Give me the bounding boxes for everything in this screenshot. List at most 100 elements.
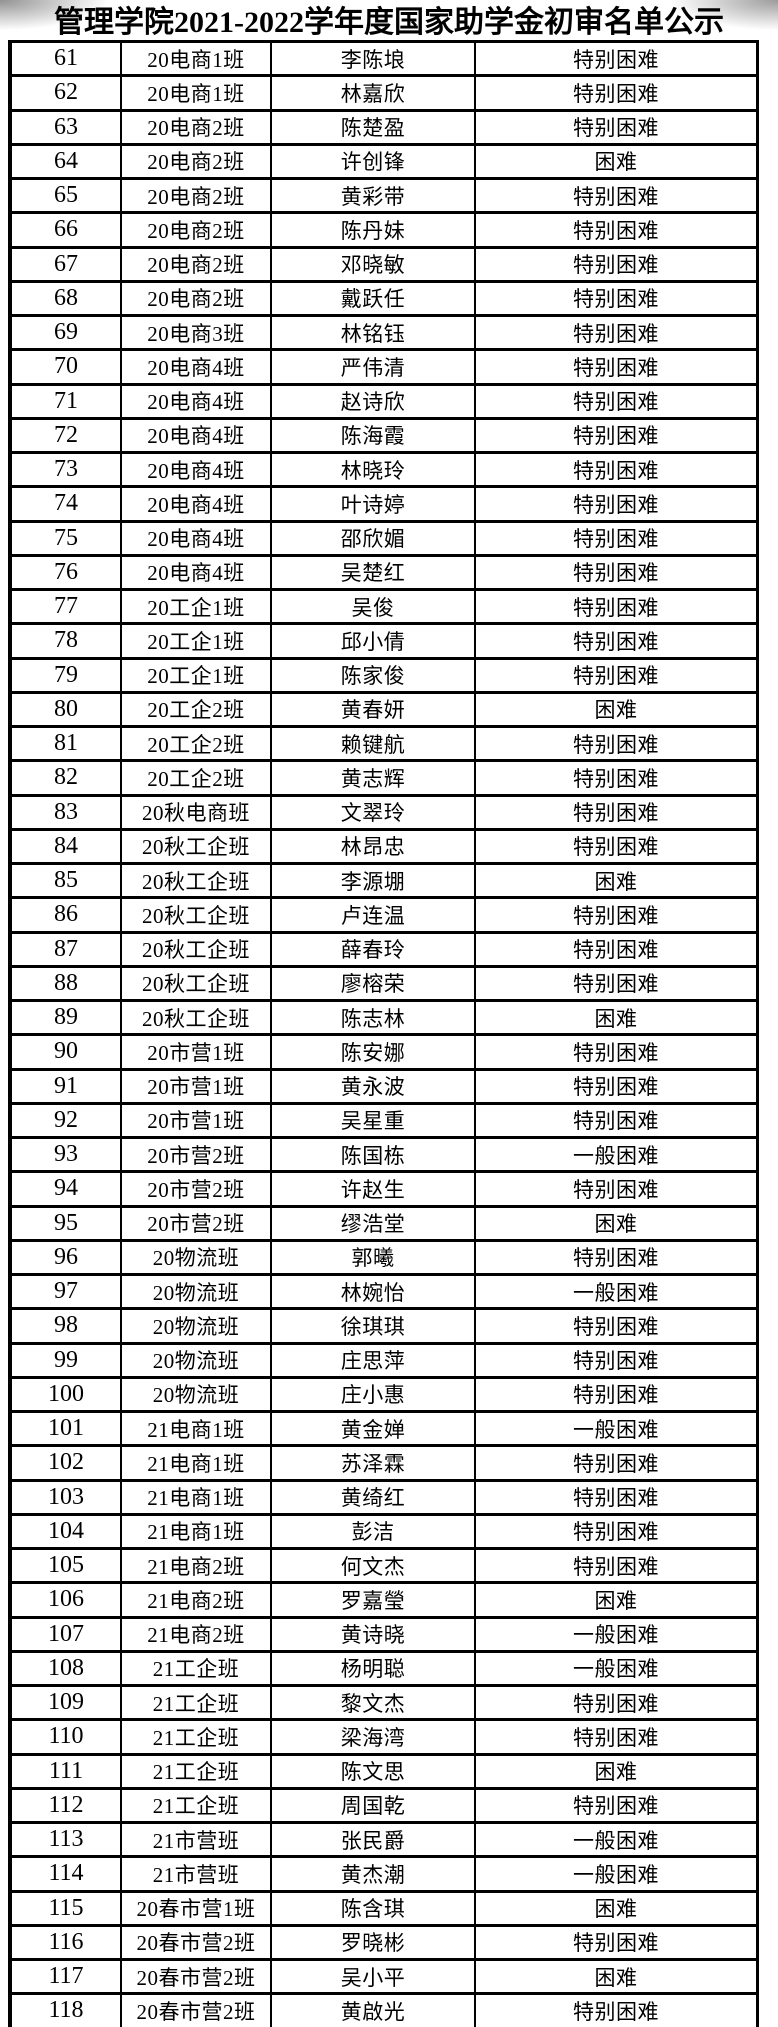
row-number-cell: 82 (12, 762, 122, 797)
difficulty-level-cell: 困难 (476, 693, 756, 728)
difficulty-level-cell: 特别困难 (476, 419, 756, 454)
row-number-cell: 62 (12, 77, 122, 112)
class-cell: 21电商2班 (122, 1618, 272, 1653)
difficulty-level-cell: 困难 (476, 1961, 756, 1996)
difficulty-level-cell: 一般困难 (476, 1276, 756, 1311)
student-name-cell: 罗晓彬 (272, 1926, 476, 1961)
student-name-cell: 黄春妍 (272, 693, 476, 728)
student-name-cell: 赖键航 (272, 728, 476, 763)
difficulty-level-cell: 困难 (476, 1755, 756, 1790)
difficulty-level-cell: 特别困难 (476, 77, 756, 112)
difficulty-level-cell: 一般困难 (476, 1858, 756, 1893)
student-name-cell: 彭洁 (272, 1515, 476, 1550)
student-name-cell: 廖榕荣 (272, 967, 476, 1002)
row-number-cell: 93 (12, 1139, 122, 1174)
row-number-cell: 100 (12, 1378, 122, 1413)
student-name-cell: 陈家俊 (272, 659, 476, 694)
class-cell: 20秋工企班 (122, 865, 272, 900)
row-number-cell: 66 (12, 214, 122, 249)
difficulty-level-cell: 特别困难 (476, 1378, 756, 1413)
class-cell: 20电商4班 (122, 454, 272, 489)
row-number-cell: 108 (12, 1652, 122, 1687)
class-cell: 20电商4班 (122, 556, 272, 591)
class-cell: 20秋工企班 (122, 899, 272, 934)
row-number-cell: 71 (12, 385, 122, 420)
difficulty-level-cell: 特别困难 (476, 282, 756, 317)
class-cell: 20电商2班 (122, 180, 272, 215)
student-name-cell: 黄啟光 (272, 1995, 476, 2027)
row-number-cell: 97 (12, 1276, 122, 1311)
row-number-cell: 118 (12, 1995, 122, 2027)
class-cell: 20物流班 (122, 1344, 272, 1379)
student-name-cell: 李陈埌 (272, 43, 476, 78)
row-number-cell: 86 (12, 899, 122, 934)
class-cell: 20电商1班 (122, 43, 272, 78)
row-number-cell: 81 (12, 728, 122, 763)
row-number-cell: 104 (12, 1515, 122, 1550)
class-cell: 21电商2班 (122, 1550, 272, 1585)
row-number-cell: 87 (12, 933, 122, 968)
student-name-cell: 陈志林 (272, 1002, 476, 1037)
class-cell: 20物流班 (122, 1310, 272, 1345)
class-cell: 20春市营2班 (122, 1961, 272, 1996)
student-name-cell: 苏泽霖 (272, 1447, 476, 1482)
student-name-cell: 庄思萍 (272, 1344, 476, 1379)
row-number-cell: 76 (12, 556, 122, 591)
row-number-cell: 115 (12, 1892, 122, 1927)
student-name-cell: 叶诗婷 (272, 488, 476, 523)
row-number-cell: 73 (12, 454, 122, 489)
class-cell: 20电商2班 (122, 248, 272, 283)
student-name-cell: 吴楚红 (272, 556, 476, 591)
row-number-cell: 72 (12, 419, 122, 454)
row-number-cell: 80 (12, 693, 122, 728)
class-cell: 20工企2班 (122, 728, 272, 763)
class-cell: 20电商2班 (122, 145, 272, 180)
row-number-cell: 105 (12, 1550, 122, 1585)
student-name-cell: 徐琪琪 (272, 1310, 476, 1345)
row-number-cell: 94 (12, 1173, 122, 1208)
difficulty-level-cell: 特别困难 (476, 180, 756, 215)
row-number-cell: 83 (12, 796, 122, 831)
difficulty-level-cell: 一般困难 (476, 1652, 756, 1687)
class-cell: 20电商4班 (122, 351, 272, 386)
row-number-cell: 68 (12, 282, 122, 317)
student-name-cell: 吴俊 (272, 591, 476, 626)
class-cell: 20物流班 (122, 1276, 272, 1311)
difficulty-level-cell: 特别困难 (476, 762, 756, 797)
student-name-cell: 林婉怡 (272, 1276, 476, 1311)
difficulty-level-cell: 特别困难 (476, 1481, 756, 1516)
difficulty-level-cell: 一般困难 (476, 1413, 756, 1448)
row-number-cell: 111 (12, 1755, 122, 1790)
student-name-cell: 黄杰潮 (272, 1858, 476, 1893)
student-name-cell: 陈安娜 (272, 1036, 476, 1071)
difficulty-level-cell: 特别困难 (476, 1995, 756, 2027)
class-cell: 21工企班 (122, 1687, 272, 1722)
row-number-cell: 112 (12, 1789, 122, 1824)
row-number-cell: 116 (12, 1926, 122, 1961)
class-cell: 20工企1班 (122, 591, 272, 626)
student-name-cell: 许赵生 (272, 1173, 476, 1208)
row-number-cell: 106 (12, 1584, 122, 1619)
difficulty-level-cell: 特别困难 (476, 1721, 756, 1756)
row-number-cell: 113 (12, 1824, 122, 1859)
class-cell: 20工企1班 (122, 625, 272, 660)
student-name-cell: 黄彩带 (272, 180, 476, 215)
row-number-cell: 102 (12, 1447, 122, 1482)
difficulty-level-cell: 特别困难 (476, 1515, 756, 1550)
student-name-cell: 罗嘉瑩 (272, 1584, 476, 1619)
difficulty-level-cell: 特别困难 (476, 488, 756, 523)
class-cell: 20电商4班 (122, 522, 272, 557)
class-cell: 20电商4班 (122, 488, 272, 523)
row-number-cell: 103 (12, 1481, 122, 1516)
class-cell: 20春市营2班 (122, 1926, 272, 1961)
student-name-cell: 黄金婵 (272, 1413, 476, 1448)
student-name-cell: 黎文杰 (272, 1687, 476, 1722)
difficulty-level-cell: 特别困难 (476, 933, 756, 968)
class-cell: 20市营2班 (122, 1173, 272, 1208)
row-number-cell: 110 (12, 1721, 122, 1756)
student-name-cell: 何文杰 (272, 1550, 476, 1585)
row-number-cell: 67 (12, 248, 122, 283)
class-cell: 20秋工企班 (122, 1002, 272, 1037)
class-cell: 21市营班 (122, 1824, 272, 1859)
difficulty-level-cell: 特别困难 (476, 830, 756, 865)
